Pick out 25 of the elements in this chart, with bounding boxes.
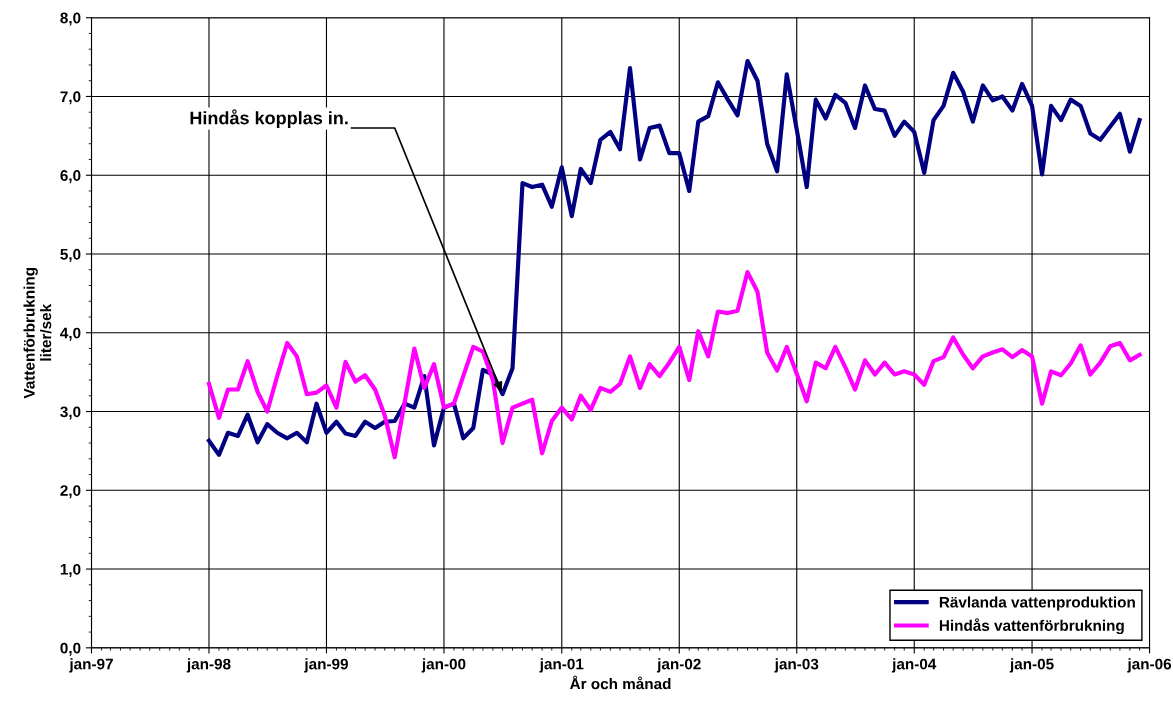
x-tick-label: jan-98 — [186, 658, 231, 673]
y-tick-label: 8,0 — [60, 12, 81, 26]
line-series — [206, 270, 1142, 460]
annotation: Hindås kopplas in. — [190, 109, 348, 128]
y-tick-label: 7,0 — [60, 91, 81, 105]
x-tick-label: jan-99 — [304, 658, 348, 673]
x-tick-label: jan-03 — [774, 658, 819, 673]
y-tick-label: 4,0 — [60, 327, 81, 341]
x-tick-label: jan-04 — [891, 658, 937, 673]
x-tick-label: jan-01 — [539, 658, 584, 673]
x-tick-label: jan-02 — [656, 658, 701, 673]
x-axis-title: År och månad — [569, 675, 671, 690]
y-tick-label: 5,0 — [60, 248, 81, 262]
x-tick-label: jan-06 — [1127, 658, 1172, 673]
x-tick-label: jan-00 — [421, 658, 466, 673]
y-tick-label: 6,0 — [60, 170, 81, 184]
legend-label: Rävlanda vattenproduktion — [939, 596, 1135, 611]
legend-label: Hindås vattenförbrukning — [939, 618, 1124, 635]
y-tick-label: 2,0 — [60, 485, 81, 499]
y-axis-title: Vattenförbrukning liter/sek — [23, 268, 52, 399]
y-tick-label: 0,0 — [60, 642, 81, 656]
y-tick-label: 1,0 — [60, 563, 81, 577]
x-tick-label: jan-05 — [1009, 658, 1054, 673]
y-tick-label: 3,0 — [60, 406, 81, 420]
x-tick-label: jan-97 — [69, 658, 113, 673]
